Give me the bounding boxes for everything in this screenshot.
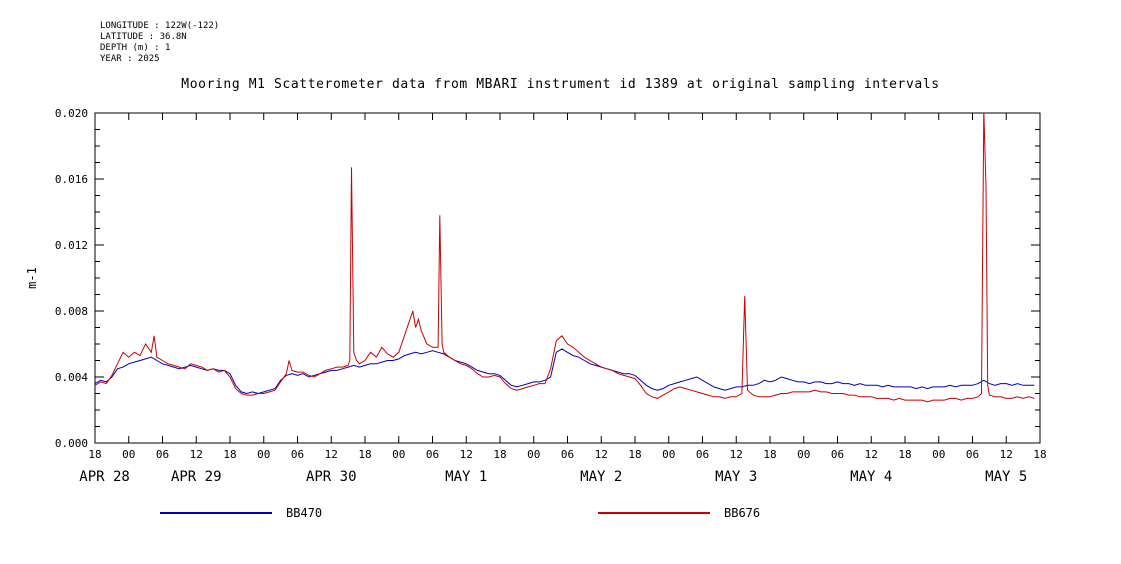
x-tick-label: 18 (358, 448, 371, 461)
x-day-label: APR 28 (79, 469, 130, 485)
x-tick-label: 06 (966, 448, 979, 461)
x-tick-label: 00 (797, 448, 810, 461)
legend-swatch-1 (598, 512, 710, 514)
x-tick-label: 00 (932, 448, 945, 461)
x-tick-label: 12 (190, 448, 203, 461)
x-tick-label: 06 (561, 448, 574, 461)
x-day-label: MAY 2 (580, 469, 622, 485)
y-axis-title: m-1 (25, 267, 39, 289)
x-tick-label: 00 (257, 448, 270, 461)
x-tick-label: 00 (662, 448, 675, 461)
longitude-line: LONGITUDE : 122W(-122) (100, 21, 220, 31)
latitude-line: LATITUDE : 36.8N (100, 32, 187, 42)
x-tick-label: 18 (1033, 448, 1046, 461)
legend-item-bb676: BB676 (598, 506, 760, 520)
y-tick-label: 0.008 (55, 305, 88, 318)
x-tick-label: 00 (392, 448, 405, 461)
x-tick-label: 06 (831, 448, 844, 461)
x-tick-label: 12 (730, 448, 743, 461)
plot-border (94, 112, 1041, 444)
x-day-label: APR 29 (171, 469, 222, 485)
x-tick-label: 18 (493, 448, 506, 461)
x-day-label: MAY 4 (850, 469, 892, 485)
x-tick-label: 18 (88, 448, 101, 461)
x-day-label: APR 30 (306, 469, 357, 485)
x-day-label: MAY 1 (445, 469, 487, 485)
y-tick-label: 0.020 (55, 107, 88, 120)
y-tick-label: 0.012 (55, 239, 88, 252)
x-tick-label: 06 (291, 448, 304, 461)
x-tick-label: 12 (325, 448, 338, 461)
series-bb470 (95, 348, 1035, 395)
x-tick-label: 00 (122, 448, 135, 461)
x-tick-label: 18 (628, 448, 641, 461)
station-metadata: LONGITUDE : 122W(-122) LATITUDE : 36.8N … (100, 21, 219, 65)
legend-item-bb470: BB470 (160, 506, 322, 520)
y-tick-label: 0.000 (55, 437, 88, 450)
depth-line: DEPTH (m) : 1 (100, 43, 171, 53)
x-day-label: MAY 3 (715, 469, 757, 485)
chart-title: Mooring M1 Scatterometer data from MBARI… (181, 77, 940, 92)
year-line: YEAR : 2025 (100, 54, 160, 64)
legend-label-bb470: BB470 (286, 506, 323, 520)
x-tick-label: 12 (460, 448, 473, 461)
x-tick-label: 12 (595, 448, 608, 461)
series-bb676 (95, 113, 1035, 403)
x-tick-label: 12 (1000, 448, 1013, 461)
x-tick-label: 06 (426, 448, 439, 461)
x-tick-label: 00 (527, 448, 540, 461)
y-tick-label: 0.004 (55, 371, 88, 384)
x-tick-label: 18 (223, 448, 236, 461)
legend-label-bb676: BB676 (724, 506, 761, 520)
x-tick-label: 18 (763, 448, 776, 461)
legend-swatch-0 (160, 512, 272, 514)
x-day-label: MAY 5 (985, 469, 1027, 485)
x-tick-label: 06 (696, 448, 709, 461)
y-tick-label: 0.016 (55, 173, 88, 186)
x-tick-label: 06 (156, 448, 169, 461)
x-tick-label: 18 (898, 448, 911, 461)
x-tick-label: 12 (865, 448, 878, 461)
